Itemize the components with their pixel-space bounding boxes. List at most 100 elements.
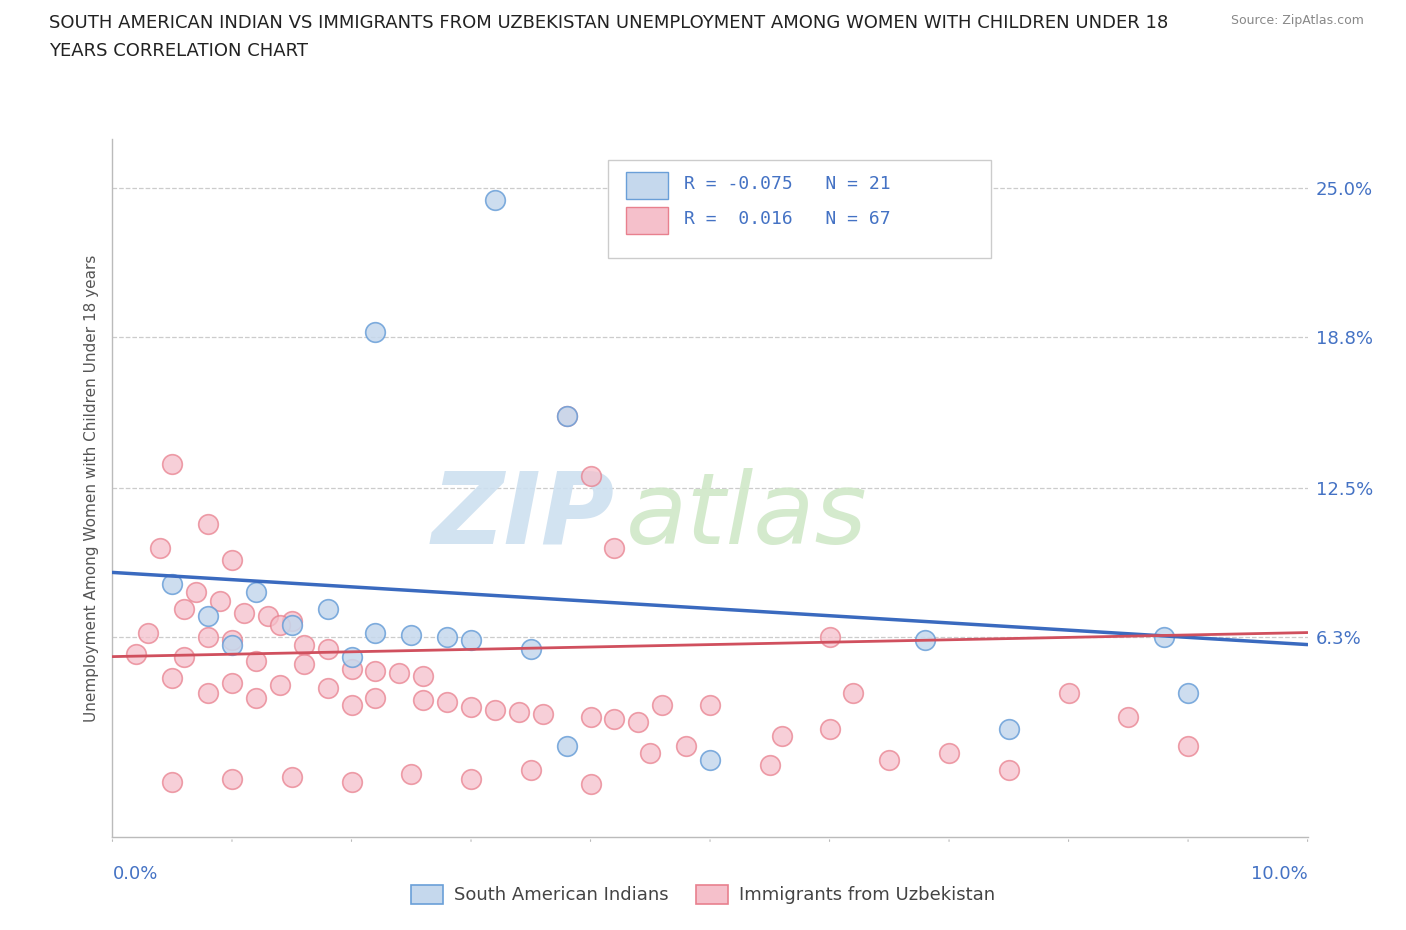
Point [162, 577, 183, 591]
Point [364, 325, 387, 339]
Point [508, 705, 530, 720]
Text: ZIP: ZIP [432, 468, 614, 565]
Point [232, 605, 256, 620]
Bar [626, 172, 668, 199]
Text: 0.0%: 0.0% [112, 865, 157, 883]
Point [770, 728, 793, 743]
FancyBboxPatch shape [609, 161, 991, 259]
Point [401, 628, 423, 643]
Point [197, 517, 219, 532]
Point [281, 613, 304, 628]
Point [245, 584, 267, 599]
Y-axis label: Unemployment Among Women with Children Under 18 years: Unemployment Among Women with Children U… [83, 255, 98, 722]
Point [484, 702, 506, 717]
Point [340, 698, 363, 712]
Point [173, 601, 195, 616]
Point [842, 685, 865, 700]
Point [699, 698, 721, 712]
Point [162, 775, 183, 790]
Point [998, 763, 1021, 777]
Point [221, 675, 243, 690]
Point [1057, 685, 1080, 700]
Point [460, 632, 482, 647]
Point [401, 767, 423, 782]
Point [197, 608, 219, 623]
Point [914, 632, 936, 647]
Text: R = -0.075   N = 21: R = -0.075 N = 21 [683, 175, 890, 193]
Point [638, 745, 662, 760]
Point [436, 695, 458, 710]
Point [675, 738, 697, 753]
Point [340, 775, 363, 790]
Point [281, 618, 304, 632]
Point [460, 699, 482, 714]
Point [269, 618, 291, 632]
Point [759, 757, 782, 772]
Point [197, 630, 219, 644]
Point [998, 722, 1021, 737]
Text: 10.0%: 10.0% [1251, 865, 1308, 883]
Point [186, 584, 208, 599]
Text: atlas: atlas [626, 468, 868, 565]
Point [603, 711, 626, 726]
Point [1177, 685, 1199, 700]
Point [412, 669, 434, 684]
Point [364, 625, 387, 640]
Point [221, 632, 243, 647]
Point [412, 693, 434, 708]
Point [520, 763, 543, 777]
Text: Source: ZipAtlas.com: Source: ZipAtlas.com [1230, 14, 1364, 27]
Point [221, 553, 243, 568]
Point [245, 690, 267, 705]
Point [627, 714, 650, 729]
Point [245, 654, 267, 669]
Point [651, 698, 673, 712]
Bar [626, 207, 668, 233]
Point [938, 745, 960, 760]
Point [173, 649, 195, 664]
Point [436, 630, 458, 644]
Text: YEARS CORRELATION CHART: YEARS CORRELATION CHART [49, 42, 308, 60]
Text: R =  0.016   N = 67: R = 0.016 N = 67 [683, 210, 890, 228]
Point [484, 193, 506, 207]
Point [579, 710, 602, 724]
Point [197, 685, 219, 700]
Text: SOUTH AMERICAN INDIAN VS IMMIGRANTS FROM UZBEKISTAN UNEMPLOYMENT AMONG WOMEN WIT: SOUTH AMERICAN INDIAN VS IMMIGRANTS FROM… [49, 14, 1168, 32]
Point [316, 681, 339, 696]
Point [531, 707, 554, 722]
Point [269, 678, 291, 693]
Point [603, 541, 626, 556]
Point [364, 664, 387, 679]
Point [221, 772, 243, 787]
Point [1177, 738, 1199, 753]
Point [555, 738, 578, 753]
Point [1153, 630, 1175, 644]
Point [1118, 710, 1140, 724]
Point [340, 649, 363, 664]
Point [818, 722, 841, 737]
Point [579, 469, 602, 484]
Point [162, 457, 183, 472]
Point [208, 594, 231, 609]
Point [699, 752, 721, 767]
Point [818, 630, 841, 644]
Point [221, 637, 243, 652]
Point [364, 690, 387, 705]
Point [520, 642, 543, 657]
Point [877, 752, 901, 767]
Point [579, 777, 602, 791]
Point [388, 666, 411, 681]
Point [162, 671, 183, 685]
Point [292, 637, 315, 652]
Point [460, 772, 482, 787]
Point [138, 625, 160, 640]
Point [125, 646, 148, 661]
Point [281, 769, 304, 784]
Point [340, 661, 363, 676]
Point [257, 608, 280, 623]
Point [316, 642, 339, 657]
Point [149, 541, 172, 556]
Legend: South American Indians, Immigrants from Uzbekistan: South American Indians, Immigrants from … [404, 878, 1002, 911]
Point [555, 408, 578, 423]
Point [292, 657, 315, 671]
